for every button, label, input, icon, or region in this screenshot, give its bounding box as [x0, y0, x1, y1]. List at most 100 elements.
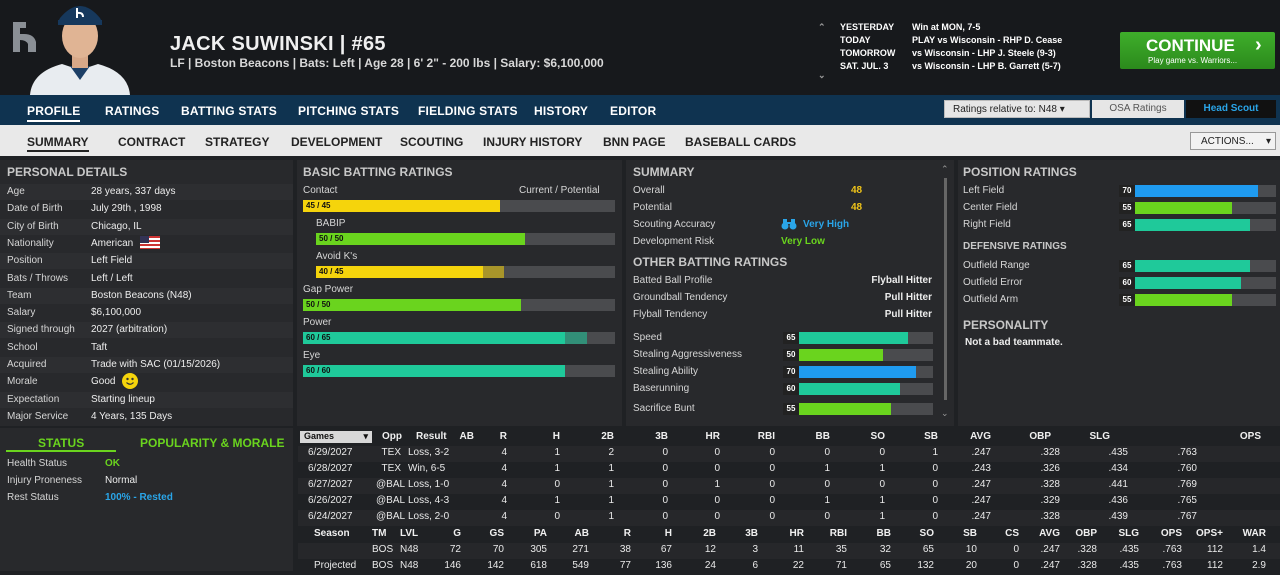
table-row[interactable]: [298, 462, 1280, 478]
table-cell: 4: [501, 511, 507, 522]
tab-development[interactable]: DEVELOPMENT: [291, 135, 383, 149]
tab-profile[interactable]: PROFILE: [27, 104, 81, 122]
table-cell: 0: [714, 447, 720, 458]
head-scout-button[interactable]: Head Scout: [1186, 100, 1276, 118]
personal-row: Salary $6,100,000: [0, 305, 293, 321]
scroll-up-icon[interactable]: ⌃: [941, 164, 949, 174]
tab-history[interactable]: HISTORY: [534, 104, 589, 118]
position-rating-fill: [1135, 185, 1259, 197]
season-column-header: SLG: [1118, 528, 1139, 539]
chevron-right-icon: ›: [1255, 34, 1262, 56]
season-cell: 67: [660, 544, 672, 555]
tab-injury-history[interactable]: INJURY HISTORY: [483, 135, 583, 149]
personal-value: July 29th , 1998: [91, 203, 162, 215]
season-cell: 65: [879, 560, 891, 571]
table-cell: 1: [608, 495, 614, 506]
tab-ratings[interactable]: RATINGS: [105, 104, 160, 118]
tab-fielding-stats[interactable]: FIELDING STATS: [418, 104, 518, 118]
season-cell: 38: [619, 544, 631, 555]
table-row[interactable]: [298, 478, 1280, 494]
table-cell: 1: [879, 511, 885, 522]
other-batting-title: OTHER BATTING RATINGS: [633, 255, 788, 269]
table-cell: Win, 6-5: [408, 463, 446, 474]
tab-status[interactable]: STATUS: [6, 432, 116, 452]
tab-editor[interactable]: EDITOR: [610, 104, 657, 118]
tab-popularity-morale[interactable]: POPULARITY & MORALE: [140, 436, 285, 450]
table-cell: 0: [932, 495, 938, 506]
chevron-down-icon: ▾: [363, 431, 368, 441]
tab-baseball-cards[interactable]: BASEBALL CARDS: [685, 135, 797, 149]
table-cell: .328: [1040, 479, 1060, 490]
season-cell: 22: [792, 560, 804, 571]
personal-value: Good: [91, 376, 116, 388]
tab-contract[interactable]: CONTRACT: [118, 135, 186, 149]
table-cell: 1: [608, 463, 614, 474]
season-cell: 32: [879, 544, 891, 555]
tab-strategy[interactable]: STRATEGY: [205, 135, 270, 149]
position-rating-label: Outfield Arm: [963, 294, 1019, 305]
season-column-header: 3B: [745, 528, 758, 539]
current-potential-label: Current / Potential: [519, 185, 600, 196]
personal-label: Salary: [7, 307, 36, 319]
continue-button[interactable]: CONTINUE Play game vs. Warriors... ›: [1120, 32, 1275, 69]
table-cell: 4: [501, 463, 507, 474]
tab-scouting[interactable]: SCOUTING: [400, 135, 464, 149]
column-header: SLG: [1089, 431, 1110, 442]
player-header: JACK SUWINSKI | #65 LF | Boston Beacons …: [0, 0, 1280, 95]
column-header: R: [499, 431, 507, 442]
tab-summary[interactable]: SUMMARY: [27, 135, 89, 152]
table-cell: 0: [662, 447, 668, 458]
summary-scrollbar[interactable]: ⌃ ⌄: [941, 164, 950, 422]
season-column-header: GS: [489, 528, 504, 539]
tab-pitching-stats[interactable]: PITCHING STATS: [298, 104, 400, 118]
running-rating-label: Stealing Aggressiveness: [633, 349, 742, 360]
us-flag-icon: [140, 236, 160, 249]
personal-row: Acquired Trade with SAC (01/15/2026): [0, 357, 293, 373]
personal-row: Position Left Field: [0, 253, 293, 270]
season-row[interactable]: [298, 543, 1280, 559]
running-rating-label: Sacrifice Bunt: [633, 403, 695, 414]
column-header: RBI: [757, 431, 775, 442]
ratings-relative-select[interactable]: Ratings relative to: N48 ▾: [944, 100, 1090, 118]
tab-batting-stats[interactable]: BATTING STATS: [181, 104, 277, 118]
table-cell: 0: [932, 511, 938, 522]
personal-row: Expectation Starting lineup: [0, 391, 293, 408]
schedule-row: YESTERDAY Win at MON, 7-5: [840, 22, 981, 32]
batting-title: BASIC BATTING RATINGS: [303, 165, 453, 179]
tab-bnn-page[interactable]: BNN PAGE: [603, 135, 666, 149]
schedule-down-icon[interactable]: ⌄: [818, 70, 826, 80]
running-rating-value: 50: [783, 349, 799, 361]
table-cell: 4: [501, 447, 507, 458]
status-tab-label: STATUS: [38, 436, 85, 450]
scroll-down-icon[interactable]: ⌄: [941, 408, 949, 418]
season-cell: 65: [922, 544, 934, 555]
season-cell: 618: [530, 560, 547, 571]
running-rating-label: Speed: [633, 332, 662, 343]
schedule-row: TODAY PLAY vs Wisconsin - RHP D. Cease: [840, 35, 1063, 45]
personal-value: Boston Beacons (N48): [91, 289, 192, 301]
batting-rating-label: Contact: [303, 185, 338, 196]
personal-value: 4 Years, 135 Days: [91, 410, 173, 422]
personal-label: City of Birth: [7, 220, 59, 232]
other-rating-value: Flyball Hitter: [871, 275, 932, 286]
overall-value: 48: [851, 185, 863, 196]
column-header: Result: [416, 431, 447, 442]
current-fill: [303, 200, 500, 212]
actions-dropdown[interactable]: ACTIONS... ▾: [1190, 132, 1276, 150]
games-select[interactable]: Games ▾: [300, 431, 372, 443]
personal-value: 2027 (arbitration): [91, 324, 168, 336]
personal-value: Left / Left: [91, 272, 133, 284]
schedule-up-icon[interactable]: ⌃: [818, 22, 826, 32]
osa-ratings-button[interactable]: OSA Ratings: [1092, 100, 1184, 118]
personal-row: Bats / Throws Left / Left: [0, 271, 293, 287]
season-cell: BOS: [372, 544, 394, 555]
table-cell: 0: [714, 511, 720, 522]
table-cell: 0: [932, 463, 938, 474]
table-cell: 1: [608, 479, 614, 490]
table-row[interactable]: [298, 446, 1280, 462]
table-cell: 0: [554, 511, 560, 522]
batting-rating-bar: 50 / 50: [316, 233, 615, 245]
running-rating-bar: [799, 332, 933, 344]
table-row[interactable]: [298, 510, 1280, 526]
batting-ratings-panel: BASIC BATTING RATINGS Current / Potentia…: [297, 160, 622, 426]
